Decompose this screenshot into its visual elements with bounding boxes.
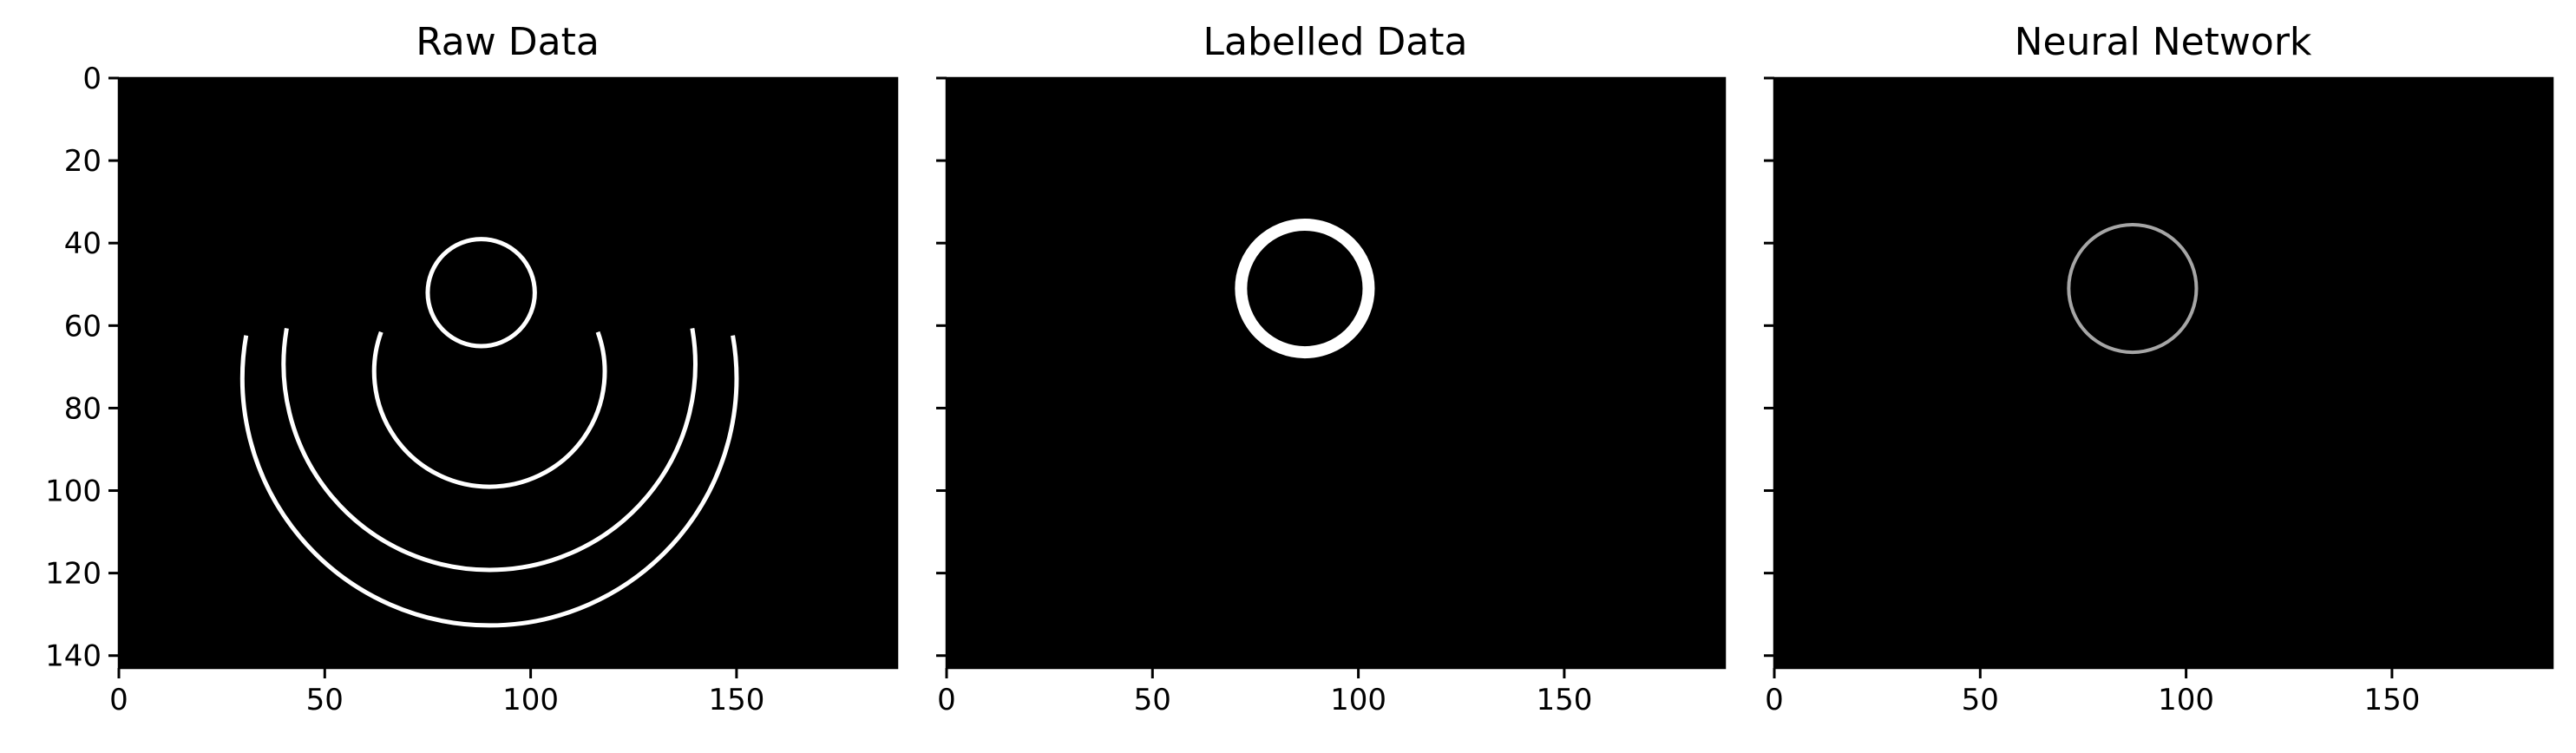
image-content [2067,222,2199,355]
image-content [239,237,739,628]
panel-labelled-data: Labelled Data 0 50 100 150 [936,20,1727,717]
x-tick-label: 50 [306,683,344,717]
y-tick-label: 20 [64,144,102,179]
x-axis: 0 50 100 150 [937,668,1592,717]
x-tick-label: 50 [1134,683,1171,717]
y-tick-label: 60 [64,309,102,344]
axes-frame [117,76,899,670]
panel-title: Raw Data [416,20,600,64]
inner-circle [425,237,537,349]
x-tick-label: 0 [1765,683,1784,717]
image-area [947,78,1725,668]
x-tick-label: 100 [2158,683,2214,717]
arc [239,335,739,628]
x-tick-label: 150 [1536,683,1592,717]
y-axis: 0 20 40 60 80 100 120 140 [45,62,119,674]
x-tick-label: 100 [1330,683,1386,717]
x-tick-label: 150 [708,683,764,717]
panel-title: Neural Network [2015,20,2312,64]
image-area [1774,78,2553,668]
circle-mark [1235,218,1375,359]
x-axis: 0 50 100 150 [1765,668,2420,717]
panel-raw-data: Raw Data 0 50 100 150 0 20 40 60 80 100 120 140 [45,20,899,717]
x-tick-label: 150 [2363,683,2420,717]
panel-neural-network: Neural Network 0 50 100 150 [1764,20,2554,717]
axes-frame [1773,76,2554,670]
arc [281,328,698,573]
x-axis: 0 50 100 150 [109,668,764,717]
image-content [1235,218,1375,359]
y-axis [1764,76,1774,658]
y-tick-label: 80 [64,391,102,426]
x-tick-label: 50 [1962,683,1999,717]
x-tick-label: 100 [502,683,559,717]
image-area [119,78,897,668]
y-tick-label: 100 [45,475,102,509]
y-tick-label: 40 [64,226,102,261]
y-tick-label: 140 [45,639,102,674]
panel-title: Labelled Data [1203,20,1468,64]
y-tick-label: 120 [45,557,102,592]
y-tick-label: 0 [82,62,102,96]
arc [371,331,607,489]
x-tick-label: 0 [937,683,956,717]
axes-frame [945,76,1727,670]
x-tick-label: 0 [109,683,128,717]
y-axis [936,76,947,658]
circle-mark [2067,222,2199,355]
